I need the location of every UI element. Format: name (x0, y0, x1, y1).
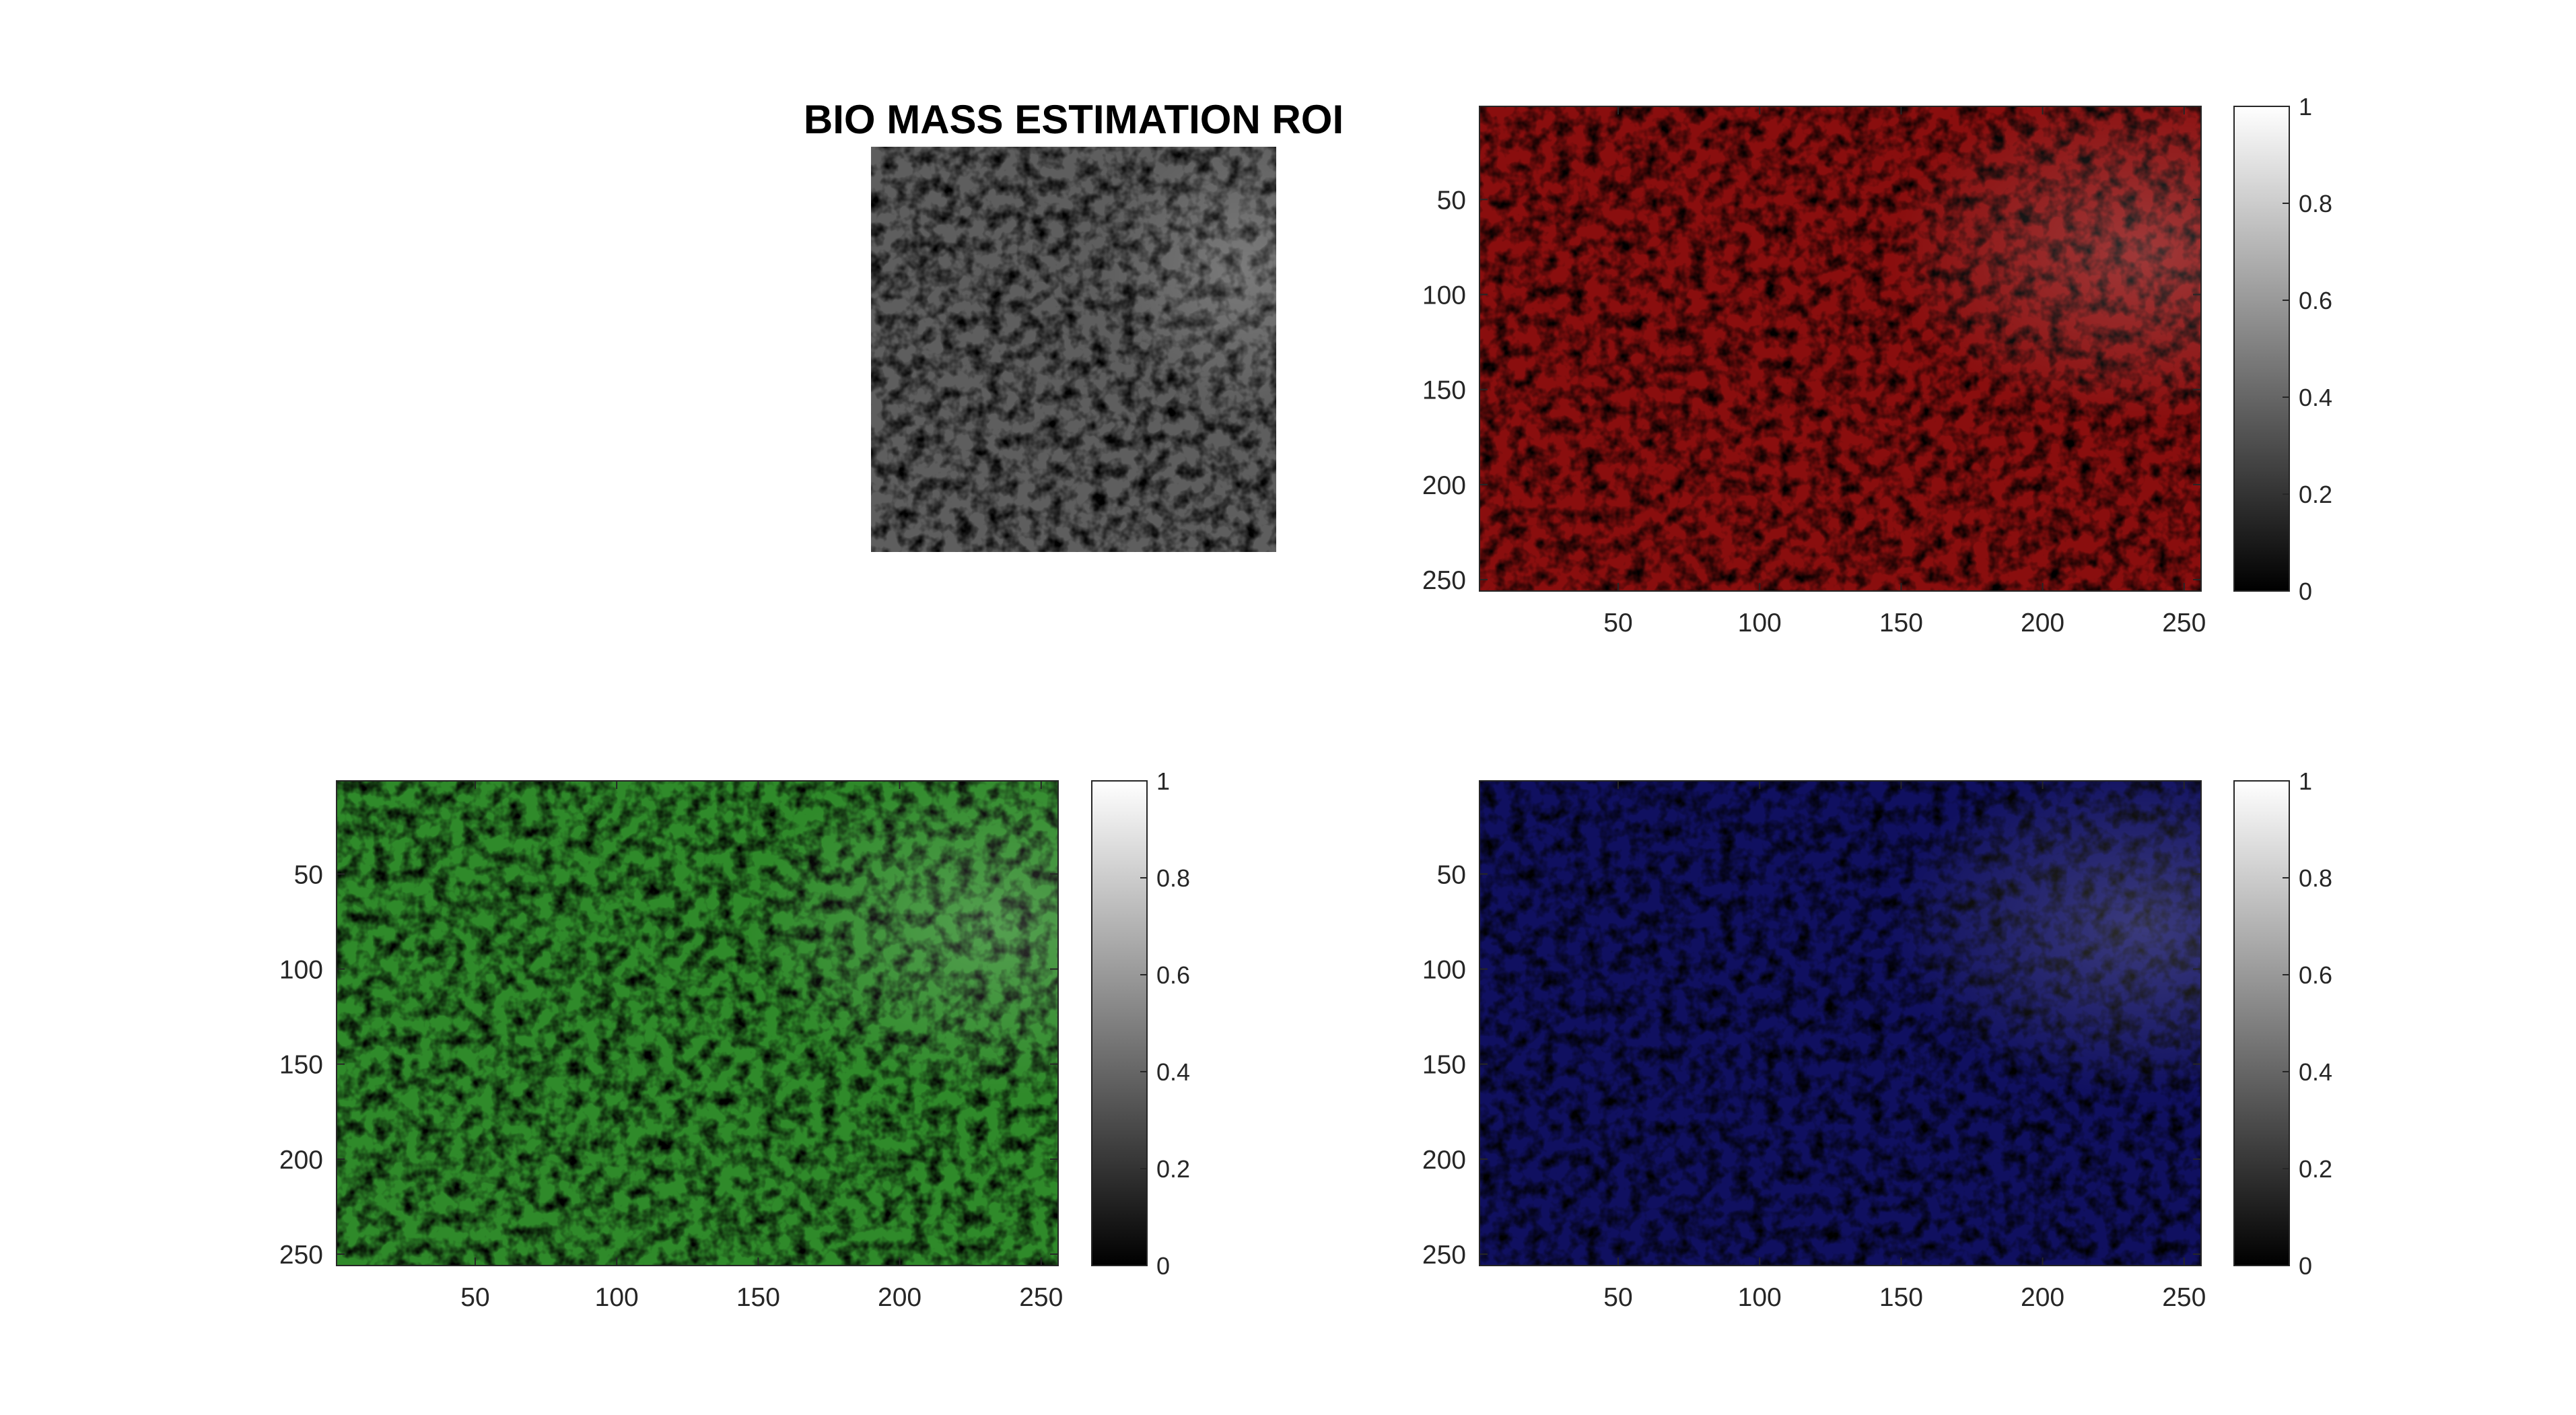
blue-channel-axes: 50 100 150 200 250 50 100 150 200 250 (1422, 780, 2206, 1312)
red-channel-image (1480, 106, 2201, 591)
clearing-highlight (1480, 781, 2201, 1266)
y-tick-label: 250 (279, 1241, 323, 1270)
x-tick-label: 250 (2162, 1283, 2206, 1312)
x-tick-label: 150 (736, 1283, 780, 1312)
red-channel-colorbar: 0 0.2 0.4 0.6 0.8 1 (2233, 93, 2332, 605)
blue-channel-image (1480, 781, 2201, 1266)
clearing-highlight (1480, 106, 2201, 591)
colorbar-gradient (2233, 106, 2290, 592)
x-tick-label: 200 (2021, 1283, 2064, 1312)
axes-box (1479, 106, 2202, 592)
x-tick-label: 250 (2162, 609, 2206, 637)
x-tick-label: 150 (1879, 1283, 1923, 1312)
y-tick-label: 50 (294, 860, 323, 889)
red-channel-axes: 50 100 150 200 250 50 100 150 200 250 (1422, 106, 2206, 637)
x-tick-label: 200 (878, 1283, 921, 1312)
colorbar-tick-label: 0 (2299, 1252, 2312, 1280)
y-tick-label: 200 (1422, 471, 1466, 500)
colorbar-tick-label: 0 (1156, 1252, 1170, 1280)
colorbar-tick-label: 0.6 (1156, 961, 1190, 989)
grayscale-roi-image (871, 147, 1276, 552)
colorbar-tick-label: 1 (2299, 767, 2312, 795)
colorbar-tick-label: 0.8 (2299, 190, 2332, 217)
y-tick-label: 150 (279, 1051, 323, 1080)
x-tick-label: 50 (460, 1283, 489, 1312)
y-tick-label: 250 (1422, 1241, 1466, 1270)
colorbar-tick-label: 0.6 (2299, 961, 2332, 989)
y-tick-label: 50 (1437, 186, 1466, 215)
x-tick-label: 150 (1879, 609, 1923, 637)
colorbar-tick-label: 1 (2299, 93, 2312, 120)
x-tick-label: 50 (1603, 1283, 1632, 1312)
y-tick-label: 250 (1422, 566, 1466, 595)
green-channel-axes: 50 100 150 200 250 50 100 150 200 250 (279, 780, 1063, 1312)
y-tick-label: 150 (1422, 1051, 1466, 1080)
y-tick-label: 200 (1422, 1146, 1466, 1175)
y-tick-label: 100 (279, 956, 323, 985)
x-tick-label: 100 (595, 1283, 639, 1312)
colorbar-tick-label: 0.4 (2299, 384, 2332, 411)
colorbar-tick-label: 0.2 (1156, 1155, 1190, 1183)
y-tick-label: 150 (1422, 376, 1466, 405)
colorbar-gradient (2233, 780, 2290, 1266)
x-tick-label: 100 (1738, 609, 1782, 637)
green-channel-image (337, 781, 1058, 1266)
colorbar-tick-label: 0.2 (2299, 1155, 2332, 1183)
colorbar-tick-label: 1 (1156, 767, 1170, 795)
clearing-highlight (337, 781, 1058, 1266)
colorbar-tick-label: 0.6 (2299, 287, 2332, 314)
x-tick-label: 50 (1603, 609, 1632, 637)
colorbar-tick-label: 0.8 (2299, 864, 2332, 892)
x-tick-label: 100 (1738, 1283, 1782, 1312)
axes-box (336, 780, 1059, 1266)
blue-channel-colorbar: 0 0.2 0.4 0.6 0.8 1 (2233, 767, 2332, 1280)
x-tick-label: 200 (2021, 609, 2064, 637)
figure-title: BIO MASS ESTIMATION ROI (804, 97, 1344, 142)
y-tick-label: 200 (279, 1146, 323, 1175)
clearing-highlight (871, 147, 1276, 552)
x-tick-label: 250 (1019, 1283, 1063, 1312)
y-tick-label: 100 (1422, 956, 1466, 985)
colorbar-tick-label: 0.2 (2299, 481, 2332, 508)
axes-box (1479, 780, 2202, 1266)
colorbar-tick-label: 0.8 (1156, 864, 1190, 892)
green-channel-colorbar: 0 0.2 0.4 0.6 0.8 1 (1091, 767, 1190, 1280)
y-tick-label: 100 (1422, 281, 1466, 310)
colorbar-gradient (1091, 780, 1148, 1266)
colorbar-tick-label: 0.4 (2299, 1058, 2332, 1086)
colorbar-tick-label: 0.4 (1156, 1058, 1190, 1086)
colorbar-tick-label: 0 (2299, 578, 2312, 605)
y-tick-label: 50 (1437, 860, 1466, 889)
